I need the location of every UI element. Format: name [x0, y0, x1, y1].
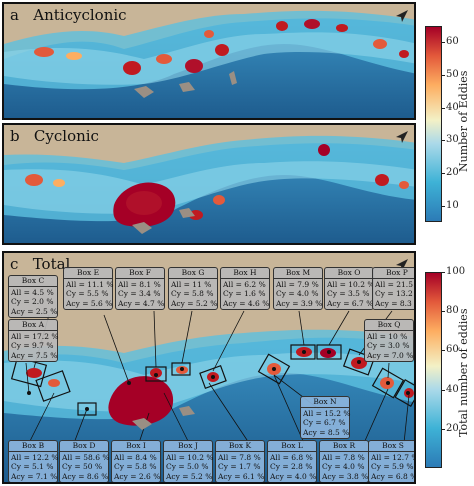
north-arrow-icon: [396, 259, 408, 271]
colorbar-tick-mark: [441, 75, 445, 76]
box-n: Box N All = 15.2 % Cy = 6.7 % Acy = 8.5 %: [300, 396, 350, 440]
box-i: Box I All = 8.4 % Cy = 5.8 % Acy = 2.6 %: [111, 440, 161, 482]
box-k: Box K All = 7.8 % Cy = 1.7 % Acy = 6.1 %: [215, 440, 265, 482]
colorbar-tick-label: 10: [446, 199, 459, 211]
box-g: Box G All = 11 % Cy = 5.8 % Acy = 5.2 %: [168, 267, 218, 311]
colorbar-tick-mark: [441, 42, 445, 44]
colorbar-tick-mark: [441, 140, 445, 142]
colorbar-tick-mark: [441, 428, 445, 430]
colorbar-tick-mark: [441, 311, 445, 313]
box-o: Box O All = 10.2 % Cy = 3.5 % Acy = 6.7 %: [324, 267, 374, 311]
region-boxes: [10, 344, 414, 416]
panel-total: c Total Box C All = 4.5 % Cy = 2.0 % Acy = …: [2, 251, 416, 484]
colorbar-tick-mark: [441, 107, 445, 109]
panel-anticyclonic: a Anticyclonic: [2, 2, 416, 120]
box-q: Box Q All = 10 % Cy = 3.0 % Acy = 7.0 %: [364, 319, 414, 363]
colorbar-tick-mark: [441, 173, 445, 174]
box-l: Box L All = 6.8 % Cy = 2.8 % Acy = 4.0 %: [267, 440, 317, 482]
north-arrow-icon: [396, 10, 408, 22]
box-f: Box F All = 8.1 % Cy = 3.4 % Acy = 4.7 %: [115, 267, 165, 311]
map-anticyclonic: [4, 10, 414, 118]
colorbar-bottom-label: Total number of eddies: [457, 308, 470, 437]
box-s: Box S All = 12.7 % Cy = 5.9 % Acy = 6.8 %: [368, 440, 414, 482]
colorbar-tick-label: 40: [446, 101, 459, 113]
colorbar-tick-label: 100: [446, 266, 466, 277]
box-h: Box H All = 6.2 % Cy = 1.6 % Acy = 4.6 %: [220, 267, 270, 311]
colorbar-tick-mark: [441, 389, 445, 391]
panel-label: c Total: [10, 255, 71, 273]
map-cyclonic: [4, 135, 414, 243]
colorbar-tick-mark: [441, 205, 445, 207]
box-c: Box C All = 4.5 % Cy = 2.0 % Acy = 2.5 %: [8, 275, 58, 319]
colorbar-tick-label: 50: [446, 69, 459, 80]
colorbar-tick-label: 20: [446, 422, 459, 434]
panel-label: a Anticyclonic: [10, 6, 127, 24]
colorbar-tick-label: 60: [446, 36, 459, 48]
colorbar-tick-label: 60: [446, 344, 459, 356]
box-e: Box E All = 11.1 % Cy = 5.5 % Acy = 5.6 %: [63, 267, 113, 311]
box-j: Box J All = 10.2 % Cy = 5.0 % Acy = 5.2 %: [163, 440, 213, 482]
colorbar-tick-label: 20: [446, 167, 459, 178]
colorbar-tick-mark: [441, 272, 445, 273]
box-d: Box D All = 58.6 % Cy = 50 % Acy = 8.6 %: [59, 440, 109, 482]
colorbar-tick-label: 30: [446, 134, 459, 146]
colorbar-tick-mark: [441, 350, 445, 352]
colorbar-tick-label: 40: [446, 383, 459, 395]
panel-cyclonic: b Cyclonic: [2, 123, 416, 245]
colorbar-top: [425, 26, 442, 222]
panel-label: b Cyclonic: [10, 127, 99, 145]
box-b: Box B All = 12.2 % Cy = 5.1 % Acy = 7.1 %: [8, 440, 58, 482]
colorbar-bottom: [425, 272, 442, 468]
north-arrow-icon: [396, 131, 408, 143]
colorbar-tick-label: 80: [446, 305, 459, 317]
box-a: Box A All = 17.2 % Cy = 9.7 % Acy = 7.5 %: [8, 319, 58, 363]
colorbar-top-label: Number of Eddies: [457, 70, 470, 172]
box-m: Box M All = 7.9 % Cy = 4.0 % Acy = 3.9 %: [273, 267, 323, 311]
box-r: Box R All = 7.8 % Cy = 4.0 % Acy = 3.8 %: [319, 440, 369, 482]
